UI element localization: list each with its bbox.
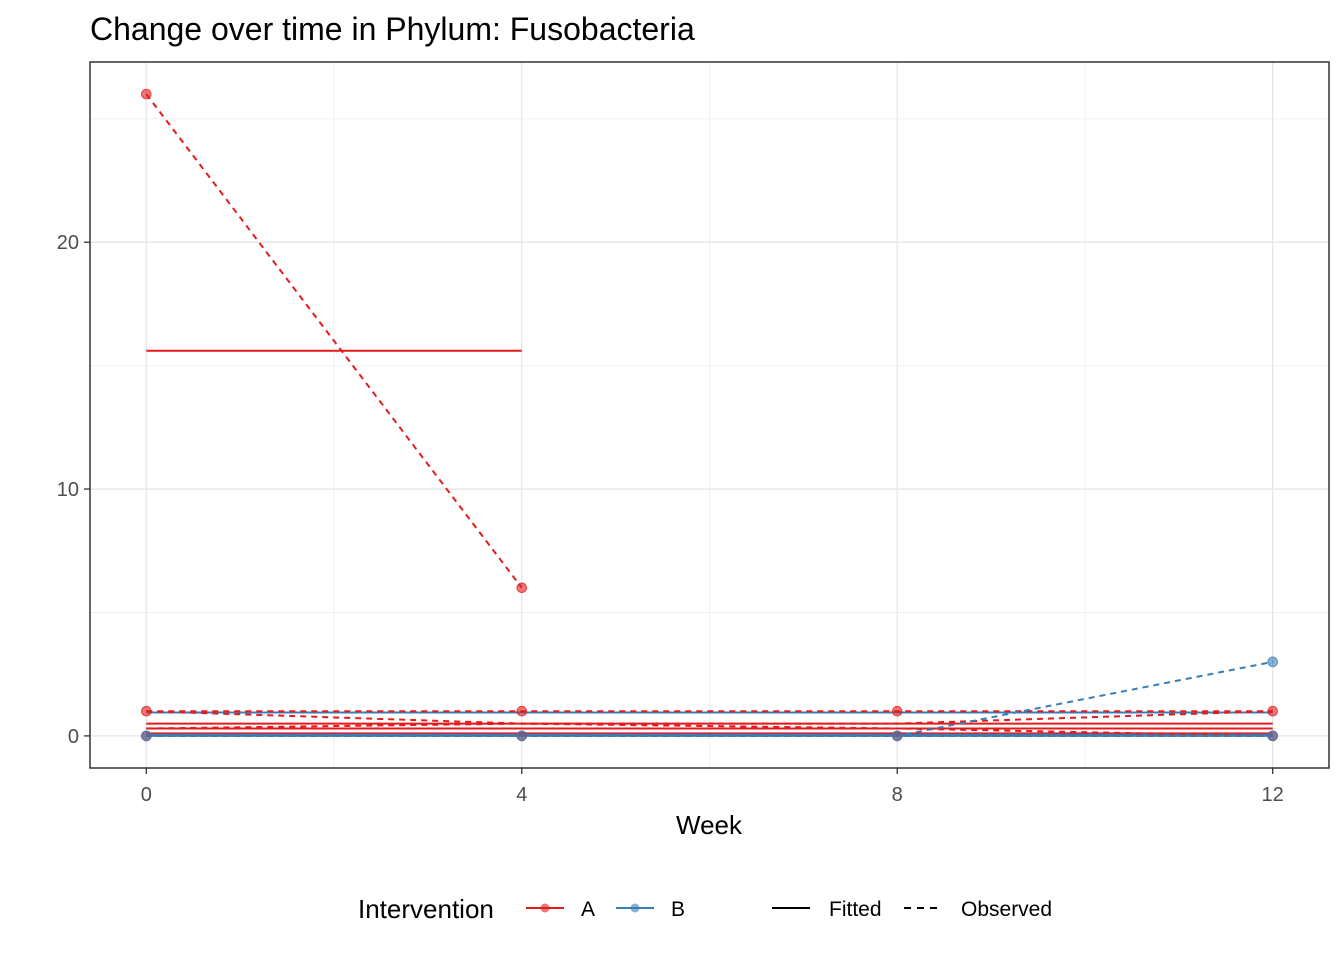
data-point-b — [141, 730, 152, 742]
observed-line-a — [146, 710, 1273, 725]
data-point-b — [1267, 656, 1278, 668]
legend-key-a-point — [540, 903, 550, 913]
legend-label-fitted: Fitted — [829, 898, 882, 921]
legend-item-observed: Observed — [904, 898, 1052, 921]
legend-label-b: B — [671, 898, 685, 921]
x-tick-label: 8 — [892, 784, 903, 806]
data-point-b — [516, 730, 528, 742]
legend-key-b-point — [630, 903, 640, 913]
x-axis: 0 4 8 12 — [141, 768, 1284, 806]
observed-line-a — [145, 93, 523, 589]
x-tick-label: 12 — [1262, 784, 1284, 806]
data-point-b — [891, 730, 903, 742]
legend-label-observed: Observed — [961, 898, 1052, 921]
y-tick-label: 0 — [68, 726, 79, 748]
legend-item-a: A — [526, 898, 595, 921]
y-tick-label: 20 — [57, 232, 79, 254]
x-axis-title: Week — [676, 810, 743, 840]
data-point-a — [891, 705, 903, 717]
data-point-a — [516, 705, 528, 717]
legend-item-fitted: Fitted — [772, 898, 882, 921]
observed-lines — [145, 93, 1273, 737]
y-axis: 0 10 20 — [57, 232, 90, 748]
y-tick-label: 10 — [57, 479, 79, 501]
x-tick-label: 4 — [516, 784, 527, 806]
legend-title: Intervention — [358, 894, 494, 924]
data-point-b — [1267, 730, 1278, 742]
data-point-a — [1267, 705, 1278, 717]
observed-line-a — [146, 722, 1273, 737]
x-tick-label: 0 — [141, 784, 152, 806]
legend-item-b: B — [616, 898, 685, 921]
legend-label-a: A — [581, 898, 595, 921]
legend: Intervention A B Fitted Observed — [358, 894, 1052, 924]
data-point-a — [141, 88, 152, 100]
chart-title: Change over time in Phylum: Fusobacteria — [90, 11, 695, 47]
data-point-a — [516, 582, 528, 594]
data-point-a — [141, 705, 152, 717]
data-points — [141, 88, 1278, 742]
panel-border — [89, 61, 1330, 769]
grid-minor — [90, 62, 1329, 768]
